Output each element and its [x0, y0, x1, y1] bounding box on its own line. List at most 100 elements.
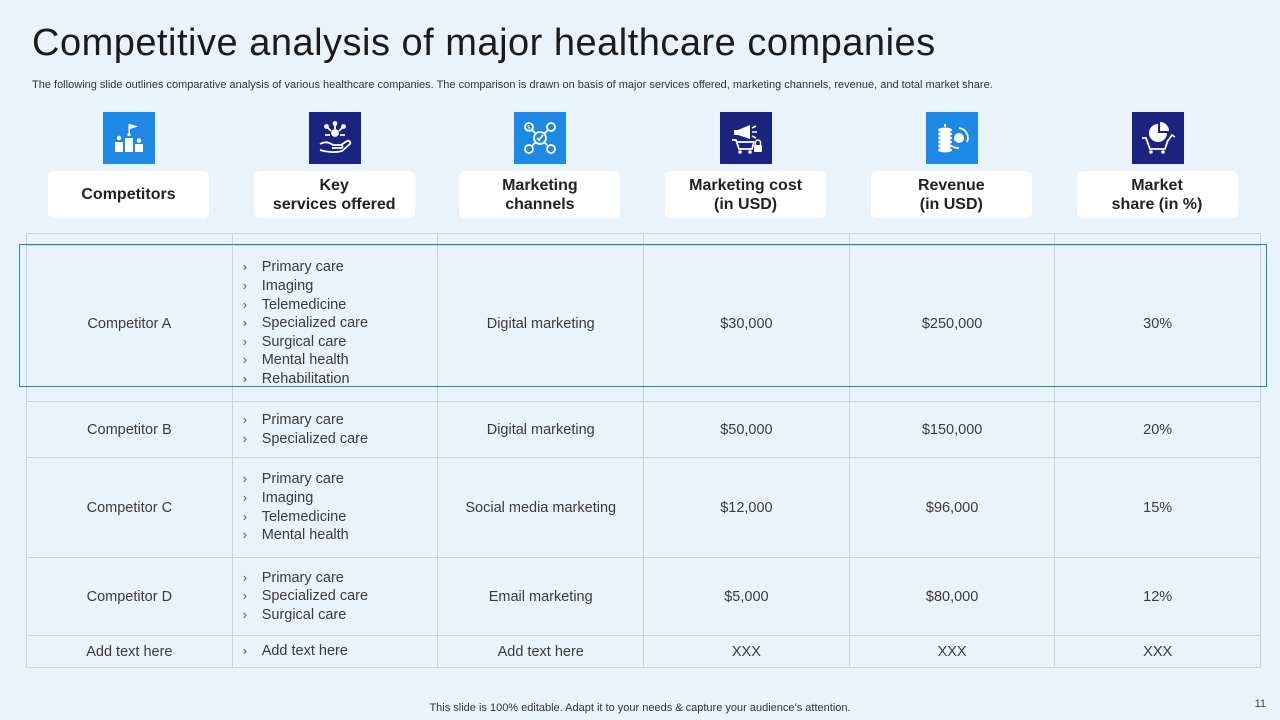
header-label: Marketing channels	[459, 171, 621, 218]
table-row: Add text here › Add text here Add text here…	[26, 635, 1261, 668]
chevron-right-icon: ›	[242, 569, 248, 585]
hand-services-icon	[308, 112, 361, 164]
competitor-cell: Add text here	[26, 635, 233, 668]
revenue-cell: $250,000	[848, 245, 1056, 402]
service-label: Specialized care	[261, 588, 369, 605]
table-row: Competitor C › Primary care › Imaging › Teleme…	[26, 457, 1261, 558]
service-label: Mental health	[261, 527, 349, 544]
footer-note: This slide is 100% editable. Adapt it to…	[429, 702, 851, 714]
services-list: › Primary care › Imaging › Telemedicine › Speci…	[243, 258, 438, 388]
service-label: Primary care	[261, 411, 344, 428]
header-label: Key services offered	[253, 171, 415, 218]
table-spacer-row	[26, 233, 1261, 246]
cart-piechart-icon	[1131, 112, 1184, 164]
service-item: › Primary care	[243, 411, 438, 430]
revenue-cell: $80,000	[848, 557, 1056, 636]
service-label: Telemedicine	[261, 296, 347, 313]
service-item: › Rehabilitation	[243, 370, 438, 389]
svg-text:$: $	[527, 125, 531, 132]
service-item: › Telemedicine	[243, 296, 438, 315]
channel-cell: Social media marketing	[437, 457, 645, 558]
coins-cycle-icon	[925, 112, 978, 164]
marketing-cost-cell: $30,000	[643, 245, 850, 402]
service-item: › Primary care	[243, 258, 438, 277]
market-share-cell: 20%	[1054, 401, 1261, 458]
chevron-right-icon: ›	[242, 508, 248, 524]
service-item: › Surgical care	[243, 606, 438, 625]
service-item: › Specialized care	[243, 314, 438, 333]
services-list: › Primary care › Specialized care	[243, 411, 438, 448]
service-label: Specialized care	[261, 315, 369, 332]
service-item: › Specialized care	[243, 430, 438, 449]
revenue-cell: XXX	[848, 635, 1056, 668]
services-cell: › Add text here	[231, 635, 439, 668]
service-label: Specialized care	[261, 430, 369, 447]
header-channels: $ Marketing channels	[437, 112, 642, 222]
marketing-network-icon: $	[514, 112, 567, 164]
marketing-cost-cell: $12,000	[643, 457, 850, 558]
chevron-right-icon: ›	[242, 296, 248, 312]
slide-subtitle: The following slide outlines comparative…	[32, 79, 993, 91]
services-cell: › Primary care › Imaging › Telemedicine › Menta…	[231, 457, 439, 558]
services-list: › Primary care › Imaging › Telemedicine › Menta…	[243, 470, 438, 544]
chevron-right-icon: ›	[242, 333, 248, 349]
page-number: 11	[1254, 698, 1266, 710]
header-label: Revenue (in USD)	[870, 171, 1032, 218]
service-label: Primary care	[261, 259, 344, 276]
market-share-cell: 30%	[1054, 245, 1261, 402]
service-label: Surgical care	[261, 333, 347, 350]
chevron-right-icon: ›	[242, 352, 248, 368]
service-item: › Imaging	[243, 277, 438, 296]
revenue-cell: $96,000	[848, 457, 1056, 558]
header-services: Key services offered	[232, 112, 437, 222]
channel-cell: Digital marketing	[437, 401, 645, 458]
services-cell: › Primary care › Specialized care › Surgical …	[231, 557, 439, 636]
chevron-right-icon: ›	[242, 471, 248, 487]
header-label: Competitors	[48, 171, 209, 218]
slide-title: Competitive analysis of major healthcare…	[32, 22, 936, 64]
column-headers: Competitors Key services offered $ Marke…	[26, 112, 1260, 222]
channel-cell: Email marketing	[437, 557, 645, 636]
podium-flag-icon	[103, 112, 155, 164]
services-list: › Primary care › Specialized care › Surgical …	[243, 569, 438, 625]
chevron-right-icon: ›	[242, 315, 248, 331]
service-item: › Primary care	[243, 569, 438, 588]
services-cell: › Primary care › Specialized care	[231, 401, 439, 458]
header-marketing-cost: Marketing cost (in USD)	[643, 112, 848, 222]
chevron-right-icon: ›	[242, 411, 248, 427]
market-share-cell: 15%	[1054, 457, 1261, 558]
service-item: › Telemedicine	[243, 508, 438, 527]
market-share-cell: XXX	[1054, 635, 1261, 668]
marketing-cost-cell: $5,000	[643, 557, 850, 636]
table-row: Competitor D › Primary care › Specialized ca…	[26, 557, 1261, 636]
services-list: › Add text here	[243, 642, 438, 661]
competitor-cell: Competitor B	[26, 401, 233, 458]
service-label: Telemedicine	[261, 508, 347, 525]
chevron-right-icon: ›	[242, 370, 248, 386]
service-item: › Surgical care	[243, 333, 438, 352]
service-item: › Mental health	[243, 526, 438, 545]
market-share-cell: 12%	[1054, 557, 1261, 636]
service-item: › Mental health	[243, 351, 438, 370]
services-cell: › Primary care › Imaging › Telemedicine › Speci…	[231, 245, 439, 402]
service-label: Imaging	[261, 278, 314, 295]
competitor-cell: Competitor D	[26, 557, 233, 636]
service-item: › Add text here	[243, 642, 438, 661]
table-row: Competitor A › Primary care › Imaging › Teleme…	[26, 245, 1261, 402]
header-market-share: Market share (in %)	[1055, 112, 1260, 222]
chevron-right-icon: ›	[242, 278, 248, 294]
competitor-cell: Competitor C	[26, 457, 233, 558]
service-label: Surgical care	[261, 606, 347, 623]
service-label: Mental health	[261, 352, 349, 369]
channel-cell: Digital marketing	[437, 245, 645, 402]
competitor-cell: Competitor A	[26, 245, 233, 402]
service-item: › Primary care	[243, 470, 438, 489]
table-row: Competitor B › Primary care › Specialized ca…	[26, 401, 1261, 458]
chevron-right-icon: ›	[242, 606, 248, 622]
chevron-right-icon: ›	[242, 489, 248, 505]
comparison-table: Competitor A › Primary care › Imaging › Teleme…	[26, 233, 1261, 668]
chevron-right-icon: ›	[242, 430, 248, 446]
chevron-right-icon: ›	[242, 643, 248, 659]
marketing-cost-cell: XXX	[643, 635, 850, 668]
header-revenue: Revenue (in USD)	[849, 112, 1054, 222]
